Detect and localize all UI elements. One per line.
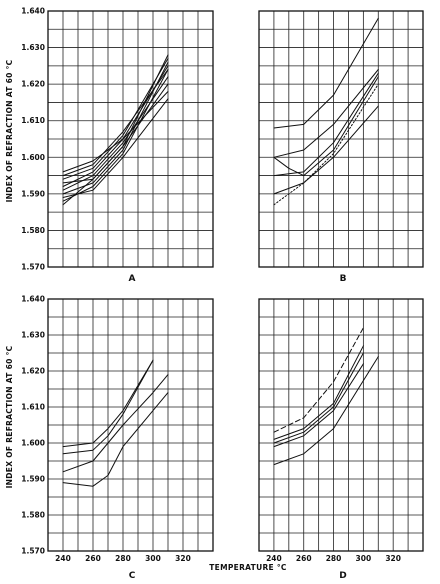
series-line	[62, 69, 169, 177]
y-tick-label: 1.630	[21, 43, 45, 52]
y-axis-label: INDEX OF REFRACTION AT 60 °C	[5, 59, 14, 202]
y-tick-label: 1.580	[21, 511, 45, 520]
y-axis-label: INDEX OF REFRACTION AT 60 °C	[5, 345, 14, 488]
series-line	[62, 374, 169, 473]
panel-label: C	[129, 571, 136, 581]
series-line	[273, 352, 364, 444]
y-tick-label: 1.590	[21, 189, 45, 198]
y-tick-label: 1.580	[21, 226, 45, 235]
series-line	[273, 72, 379, 177]
y-tick-label: 1.600	[21, 439, 45, 448]
series-line	[62, 98, 169, 198]
x-tick-label: 260	[296, 554, 312, 563]
panel-c: 1.640 1.630 1.620 1.610 1.600 1.590 1.580 1.570…	[5, 295, 214, 581]
series-line	[62, 392, 169, 487]
x-tick-label: 280	[326, 554, 342, 563]
x-axis-label: TEMPERATURE °C	[209, 563, 287, 572]
series-line	[273, 83, 379, 206]
series-line	[62, 61, 169, 195]
y-tick-label: 1.620	[21, 367, 45, 376]
y-tick-label: 1.600	[21, 153, 45, 162]
y-tick-label: 1.610	[21, 403, 45, 412]
x-tick-label: 320	[385, 554, 401, 563]
series-line	[62, 91, 169, 173]
y-tick-label: 1.630	[21, 331, 45, 340]
series-line	[273, 327, 364, 433]
y-tick-label: 1.640	[21, 7, 45, 16]
y-tick-label: 1.620	[21, 80, 45, 89]
panel-label: B	[340, 274, 347, 284]
y-tick-label: 1.640	[21, 295, 45, 304]
series-line	[273, 363, 364, 448]
x-tick-label: 300	[145, 554, 161, 563]
panel-b: B	[258, 10, 424, 284]
x-tick-label: 240	[266, 554, 282, 563]
y-tick-label: 1.610	[21, 116, 45, 125]
plot-frame	[258, 10, 424, 268]
x-tick-label: 320	[175, 554, 191, 563]
x-tick-label: 240	[55, 554, 71, 563]
series-line	[62, 58, 169, 180]
series-line	[273, 345, 364, 440]
panel-label: A	[129, 274, 136, 284]
plot-frame	[258, 298, 424, 552]
x-tick-label: 300	[356, 554, 372, 563]
x-tick-label: 260	[85, 554, 101, 563]
x-tick-label: 280	[115, 554, 131, 563]
series-line	[62, 359, 154, 448]
plot-frame	[47, 298, 214, 552]
panel-a: 1.640 1.630 1.620 1.610 1.600 1.590 1.580 1.570…	[5, 7, 214, 284]
series-line	[273, 356, 379, 466]
series-line	[62, 76, 169, 191]
series-line	[273, 105, 379, 195]
y-tick-label: 1.570	[21, 547, 45, 556]
series-line	[62, 359, 154, 455]
y-tick-label: 1.570	[21, 263, 45, 272]
panel-d: 240 260 280 300 320 TEMPERATURE °C D	[209, 298, 424, 581]
plot-frame	[47, 10, 214, 268]
series-line	[62, 65, 169, 187]
y-tick-label: 1.590	[21, 475, 45, 484]
panel-label: D	[339, 571, 346, 581]
series-line	[273, 17, 379, 129]
series-line	[273, 69, 379, 158]
series-line	[273, 76, 379, 177]
